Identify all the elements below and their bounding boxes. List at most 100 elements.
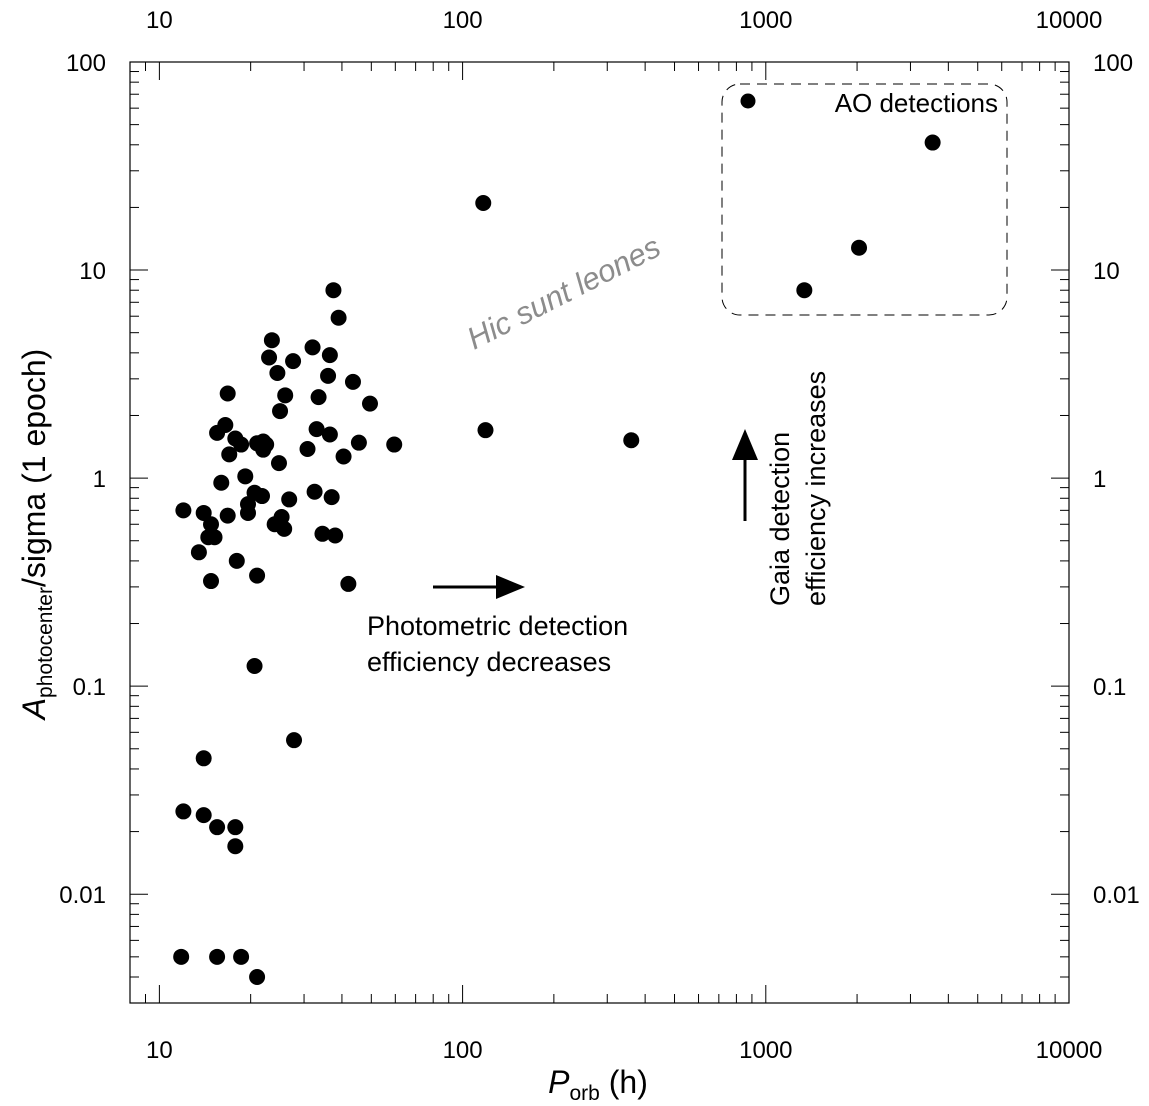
data-point [270, 455, 287, 472]
annotation-gaia-line1: Gaia detection [765, 432, 795, 606]
x-tick-label-bottom: 1000 [739, 1037, 792, 1064]
x-tick-label-bottom: 10000 [1036, 1037, 1103, 1064]
data-point [213, 474, 230, 491]
x-axis-label-main: P [548, 1064, 570, 1100]
photometric-arrow-head [496, 575, 525, 599]
y-axis-label-rest: /sigma (1 epoch) [16, 349, 52, 587]
data-point [219, 385, 236, 402]
data-point [195, 807, 212, 824]
data-point [263, 332, 280, 349]
data-point [190, 544, 207, 561]
x-tick-label-bottom: 10 [146, 1037, 173, 1064]
annotation-hic-sunt-leones: Hic sunt leones [461, 229, 666, 356]
data-point [173, 948, 190, 965]
data-point [277, 387, 294, 404]
data-point [227, 838, 244, 855]
data-point [233, 948, 250, 965]
data-point [330, 309, 347, 326]
data-point [239, 504, 256, 521]
data-point [310, 389, 327, 406]
x-tick-label-top: 1000 [739, 7, 792, 34]
y-tick-label-left: 10 [79, 258, 106, 285]
ao-detection-point [851, 239, 868, 256]
data-point [272, 403, 289, 420]
annotation-photometric-line2: efficiency decreases [367, 647, 611, 677]
data-point [350, 434, 367, 451]
legend-marker [740, 93, 756, 109]
x-tick-label-top: 10000 [1036, 7, 1103, 34]
data-point [344, 373, 361, 390]
data-point [323, 489, 340, 506]
data-point [249, 567, 266, 584]
axis-ticks [129, 61, 1070, 1004]
x-tick-label-top: 10 [146, 7, 173, 34]
gaia-arrow-head [732, 429, 758, 460]
data-point [209, 948, 226, 965]
data-point [306, 483, 323, 500]
data-point [209, 819, 226, 836]
data-point [477, 422, 494, 439]
y-axis-label-sub: photocenter [34, 587, 57, 698]
data-point [233, 436, 250, 453]
data-point [321, 426, 338, 443]
data-point [304, 339, 321, 356]
data-point [237, 468, 254, 485]
data-point [361, 395, 378, 412]
data-point [325, 282, 342, 299]
annotation-gaia-line2: efficiency increases [801, 371, 831, 606]
data-point [320, 367, 337, 384]
data-point [314, 525, 331, 542]
annotation-photometric-line1: Photometric detection [367, 611, 628, 641]
data-point [261, 349, 278, 366]
data-point [299, 441, 316, 458]
data-point [219, 507, 236, 524]
data-point [203, 573, 220, 590]
data-point [285, 353, 302, 370]
data-point [203, 516, 220, 533]
y-axis-label: Aphotocenter/sigma (1 epoch) [16, 349, 57, 722]
data-point [321, 347, 338, 364]
y-tick-label-left: 0.1 [73, 674, 106, 701]
data-point [246, 657, 263, 674]
y-axis-label-main: A [16, 698, 52, 721]
data-point [195, 504, 212, 521]
y-tick-label-left: 0.01 [59, 882, 106, 909]
y-tick-label-left: 1 [93, 466, 106, 493]
y-tick-label-right: 1 [1093, 466, 1106, 493]
x-axis-label-unit: (h) [600, 1064, 648, 1100]
data-point [227, 819, 244, 836]
data-point [258, 436, 275, 453]
data-point [206, 529, 223, 546]
ao-detection-point [924, 134, 941, 151]
legend-label-ao-detections: AO detections [835, 88, 998, 118]
data-points [173, 134, 941, 986]
x-tick-label-top: 100 [443, 7, 483, 34]
data-point [221, 446, 238, 463]
y-tick-label-right: 10 [1093, 258, 1120, 285]
data-point [335, 448, 352, 465]
data-point [254, 488, 271, 505]
data-point [175, 803, 192, 820]
data-point [217, 416, 234, 433]
data-point [281, 491, 298, 508]
data-point [386, 436, 403, 453]
axis-tick-labels: 10 10 100 100 1000 1000 10000 10000 0.01 0.01 0.1 0… [59, 7, 1139, 1064]
data-point [195, 750, 212, 767]
y-tick-label-left: 100 [66, 50, 106, 77]
data-point [308, 421, 325, 438]
x-axis-label-sub: orb [569, 1082, 599, 1105]
data-point [286, 732, 303, 749]
plot-frame [129, 61, 1070, 1004]
ao-detections-region [721, 83, 1008, 316]
y-tick-label-right: 0.01 [1093, 882, 1140, 909]
data-point [340, 575, 357, 592]
x-tick-label-bottom: 100 [443, 1037, 483, 1064]
data-point [475, 195, 492, 212]
data-point [175, 502, 192, 519]
y-tick-label-right: 0.1 [1093, 674, 1126, 701]
data-point [276, 520, 293, 537]
x-axis-label: Porb (h) [548, 1064, 648, 1105]
data-point [249, 969, 266, 986]
data-point [228, 552, 245, 569]
